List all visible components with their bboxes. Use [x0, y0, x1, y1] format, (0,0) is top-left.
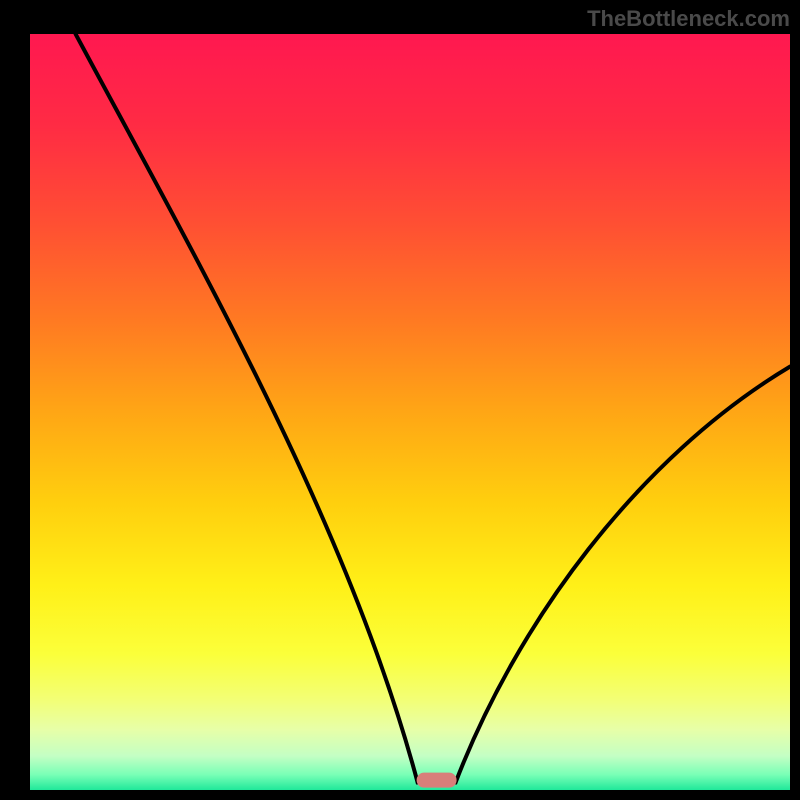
watermark-text: TheBottleneck.com	[587, 6, 790, 32]
chart-container: TheBottleneck.com	[0, 0, 800, 800]
bottleneck-curve	[76, 34, 790, 782]
curve-layer	[30, 34, 790, 790]
minimum-marker	[417, 773, 457, 788]
plot-area	[30, 34, 790, 790]
